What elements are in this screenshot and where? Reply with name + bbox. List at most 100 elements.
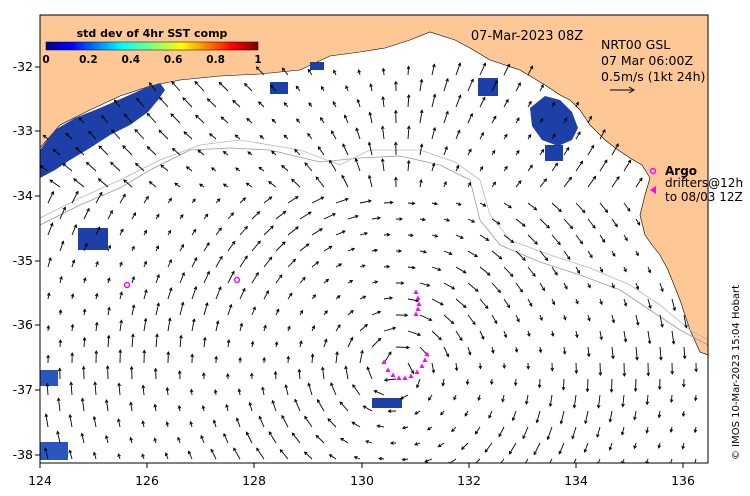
current-arrow — [562, 378, 565, 390]
current-arrowhead — [636, 221, 641, 226]
current-arrowhead — [443, 181, 447, 185]
current-arrowhead — [189, 388, 194, 393]
current-arrow — [227, 241, 236, 252]
current-arrow — [365, 440, 373, 444]
current-arrowhead — [335, 351, 339, 355]
current-arrow — [455, 165, 459, 172]
current-arrowhead — [437, 443, 442, 448]
current-arrow — [515, 218, 526, 227]
current-arrowhead — [351, 247, 356, 252]
current-arrowhead — [294, 398, 298, 403]
current-arrowhead — [296, 118, 300, 123]
current-arrow — [575, 202, 586, 213]
current-arrowhead — [489, 381, 494, 386]
current-arrow — [70, 382, 73, 396]
current-arrowhead — [550, 332, 555, 337]
current-arrow — [371, 337, 382, 348]
current-arrow — [419, 144, 423, 156]
current-arrowhead — [564, 285, 568, 290]
current-arrow — [503, 266, 514, 277]
current-arrow — [587, 314, 591, 321]
current-arrowhead — [398, 249, 403, 253]
current-arrow — [107, 245, 111, 252]
current-arrowhead — [201, 405, 206, 409]
current-arrow — [47, 257, 52, 268]
current-arrow — [177, 437, 181, 444]
current-arrow — [339, 401, 349, 412]
current-arrow — [551, 133, 556, 140]
current-arrowhead — [393, 141, 398, 146]
current-arrowhead — [540, 84, 544, 88]
current-arrow — [407, 160, 410, 172]
current-arrowhead — [516, 117, 520, 122]
current-arrowhead — [325, 278, 330, 283]
current-arrowhead — [56, 397, 61, 402]
sst-patch-small-3 — [270, 82, 288, 94]
current-arrow — [179, 244, 184, 252]
date-label: 07-Mar-2023 08Z — [471, 29, 583, 44]
current-arrow — [75, 147, 85, 156]
current-arrowhead — [406, 65, 411, 70]
current-arrow — [370, 84, 373, 92]
current-arrow — [479, 97, 486, 108]
current-arrow — [287, 259, 296, 268]
current-arrowhead — [484, 448, 489, 453]
current-arrow — [347, 215, 359, 220]
current-arrowhead — [434, 201, 439, 206]
current-arrowhead — [75, 146, 80, 151]
current-arrowhead — [575, 300, 579, 305]
current-arrowhead — [563, 316, 567, 321]
current-arrowhead — [484, 305, 489, 310]
current-arrow — [467, 113, 473, 124]
current-arrow — [527, 164, 533, 172]
current-arrow — [298, 369, 301, 380]
current-arrowhead — [279, 448, 284, 453]
current-arrowhead — [212, 419, 217, 424]
current-arrowhead — [526, 365, 531, 370]
current-arrow — [95, 322, 98, 332]
current-arrow — [210, 449, 217, 460]
current-arrowhead — [320, 196, 325, 200]
current-arrowhead — [572, 404, 577, 409]
current-arrow — [575, 234, 583, 244]
current-arrowhead — [117, 453, 121, 458]
current-arrow — [498, 426, 505, 437]
current-arrowhead — [374, 248, 379, 253]
current-arrowhead — [101, 115, 105, 119]
current-arrowhead — [70, 323, 75, 328]
current-arrow — [183, 131, 193, 140]
current-arrowhead — [504, 165, 508, 170]
current-arrowhead — [222, 150, 227, 155]
current-arrow — [467, 346, 471, 355]
current-arrow — [383, 351, 392, 364]
current-arrowhead — [71, 259, 76, 264]
current-arrowhead — [426, 426, 431, 431]
current-arrow — [209, 133, 217, 140]
current-arrowhead — [93, 451, 97, 456]
current-arrow — [522, 426, 529, 439]
current-arrow — [143, 318, 147, 332]
current-arrow — [59, 276, 63, 284]
current-arrow — [431, 234, 438, 237]
current-arrowhead — [369, 83, 373, 88]
current-arrowhead — [49, 179, 54, 183]
current-arrow — [357, 99, 361, 108]
current-arrowhead — [69, 381, 74, 386]
current-arrow — [299, 211, 312, 220]
current-arrow — [563, 218, 573, 229]
current-arrowhead — [503, 334, 508, 339]
current-arrowhead — [234, 134, 239, 139]
current-arrowhead — [539, 117, 544, 122]
current-arrowhead — [368, 111, 373, 116]
current-arrow — [167, 198, 172, 204]
current-arrowhead — [517, 180, 522, 184]
current-arrow — [558, 442, 565, 454]
current-arrowhead — [262, 356, 266, 361]
current-arrowhead — [317, 398, 321, 403]
current-arrowhead — [143, 317, 148, 322]
current-arrowhead — [70, 352, 74, 356]
current-arrow — [623, 159, 632, 172]
current-arrowhead — [286, 355, 291, 360]
current-arrow — [117, 418, 121, 428]
current-arrow — [238, 389, 241, 396]
